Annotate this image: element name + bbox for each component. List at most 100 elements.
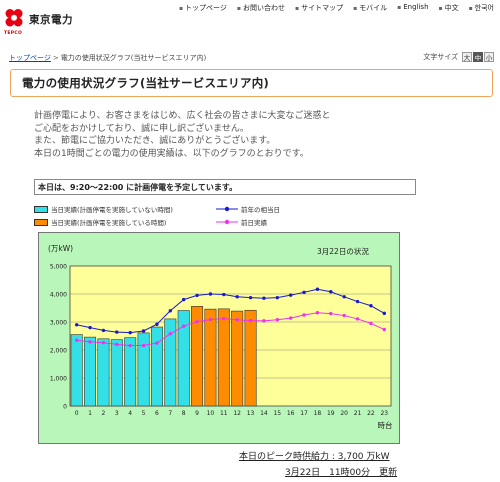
peak-supply-text: 本日のピーク時供給力 : 3,700 万kW xyxy=(239,452,390,462)
breadcrumb-home-link[interactable]: トップページ xyxy=(9,54,51,62)
x-tick-label: 7 xyxy=(168,410,172,417)
x-tick-label: 21 xyxy=(354,410,362,417)
nav-item-english[interactable]: ▪ English xyxy=(397,3,429,11)
data-point xyxy=(288,293,293,297)
data-point xyxy=(88,340,92,344)
updated-time-text: 3月22日 11時00分 更新 xyxy=(285,468,398,478)
series-line xyxy=(76,312,385,347)
legend-item-yesterday: 前日実績 xyxy=(216,217,267,227)
data-point xyxy=(302,313,306,317)
bar xyxy=(110,339,123,407)
tepco-logo[interactable]: 東京電力 xyxy=(4,8,73,30)
bullet-icon: ▪ xyxy=(438,5,443,12)
font-size-label: 文字サイズ xyxy=(423,53,458,61)
data-point xyxy=(315,287,320,291)
data-point xyxy=(355,317,360,321)
breadcrumb-current: 電力の使用状況グラフ(当社サービスエリア内) xyxy=(60,54,207,62)
x-axis-label: 時台 xyxy=(378,420,393,430)
legend-swatch-cyan xyxy=(34,205,48,213)
data-point xyxy=(181,297,186,302)
data-point xyxy=(329,290,333,294)
data-point xyxy=(262,296,266,300)
tepco-logo-text: 東京電力 xyxy=(29,13,73,26)
chart-date-label: 3月22日の状況 xyxy=(317,246,369,256)
data-point xyxy=(382,311,387,316)
bar xyxy=(204,308,217,407)
bar xyxy=(217,308,230,407)
plot-area xyxy=(69,265,392,407)
nav-item-contact[interactable]: ▪ お問い合わせ xyxy=(236,4,285,12)
nav-item-chinese[interactable]: ▪ 中文 xyxy=(438,4,459,12)
bar xyxy=(164,318,177,407)
series-line xyxy=(76,288,385,334)
bar xyxy=(150,326,163,407)
intro-line: 計画停電により、お客さまをはじめ、広く社会の皆さまに大変なご迷惑と xyxy=(34,111,331,121)
nav-item-korean[interactable]: ▪ 한국어 xyxy=(468,4,494,12)
data-point xyxy=(155,341,159,345)
bullet-icon: ▪ xyxy=(295,5,300,12)
bullet-icon: ▪ xyxy=(468,5,473,12)
y-tick-label: 4,000 xyxy=(50,292,67,299)
tepco-logo-sub: TEPCO xyxy=(4,31,23,36)
data-point xyxy=(369,304,373,308)
data-point xyxy=(208,292,213,296)
nav-item-mobile[interactable]: ▪ モバイル xyxy=(353,4,388,12)
chart-container: 0 1,000 2,000 3,000 4,000 5,000 0 1 2 3 4 5 6 7 8 9 10 11… xyxy=(38,232,400,444)
y-tick-label: 2,000 xyxy=(50,348,67,355)
data-point xyxy=(101,328,106,333)
data-point xyxy=(208,317,213,322)
breadcrumb: トップページ > 電力の使用状況グラフ(当社サービスエリア内) xyxy=(9,50,493,66)
nav-item-top[interactable]: ▪ トップページ xyxy=(178,4,227,12)
x-tick-label: 16 xyxy=(287,410,295,417)
data-point xyxy=(342,313,346,318)
data-point xyxy=(329,311,333,316)
font-size-medium-button[interactable]: 中 xyxy=(473,52,483,62)
data-point xyxy=(115,342,119,347)
data-point xyxy=(235,295,239,299)
data-point xyxy=(222,292,226,297)
bullet-icon: ▪ xyxy=(397,4,402,11)
x-tick-label: 15 xyxy=(273,410,281,417)
data-point xyxy=(155,322,159,326)
x-tick-label: 22 xyxy=(367,410,375,417)
bar xyxy=(177,310,190,407)
legend-label: 前年の相当日 xyxy=(241,206,280,214)
nav-item-sitemap[interactable]: ▪ サイトマップ xyxy=(295,4,344,12)
x-tick-label: 9 xyxy=(195,410,199,417)
legend-swatch-orange xyxy=(34,218,48,226)
font-size-small-button[interactable]: 小 xyxy=(484,52,494,62)
data-point xyxy=(168,332,173,336)
data-point xyxy=(141,343,146,348)
bar xyxy=(244,309,257,407)
data-point xyxy=(248,318,253,323)
intro-line: 本日の1時間ごとの電力の使用実績は、以下のグラフのとおりです。 xyxy=(34,148,309,159)
x-tick-label: 19 xyxy=(327,410,335,417)
data-point xyxy=(74,323,79,327)
data-point xyxy=(101,341,106,345)
data-point xyxy=(141,329,146,333)
font-size-large-button[interactable]: 大 xyxy=(462,52,472,62)
data-point xyxy=(181,324,186,328)
legend-line-blue-icon xyxy=(216,206,238,212)
legend-item-outage: 当日実績(計画停電を実施している時間) xyxy=(34,217,166,227)
x-tick-label: 5 xyxy=(142,410,146,417)
data-point xyxy=(88,325,92,330)
legend-item-no-outage: 当日実績(計画停電を実施していない時間) xyxy=(34,204,173,214)
x-tick-label: 4 xyxy=(128,410,132,417)
intro-text: 計画停電により、お客さまをはじめ、広く社会の皆さまに大変なご迷惑と ご心配をおか… xyxy=(34,110,330,160)
data-point xyxy=(168,309,173,313)
data-point xyxy=(355,299,360,304)
legend-label: 当日実績(計画停電を実施している時間) xyxy=(51,219,167,227)
bar xyxy=(231,310,244,407)
legend-item-last-year: 前年の相当日 xyxy=(216,204,280,214)
data-point xyxy=(128,330,132,335)
x-tick-label: 13 xyxy=(247,410,255,417)
data-point xyxy=(128,343,132,348)
x-tick-label: 10 xyxy=(207,410,215,417)
data-point xyxy=(262,319,266,323)
data-point xyxy=(222,316,226,321)
data-point xyxy=(195,293,199,298)
bullet-icon: ▪ xyxy=(178,5,184,12)
tepco-logo-mark xyxy=(4,8,24,30)
